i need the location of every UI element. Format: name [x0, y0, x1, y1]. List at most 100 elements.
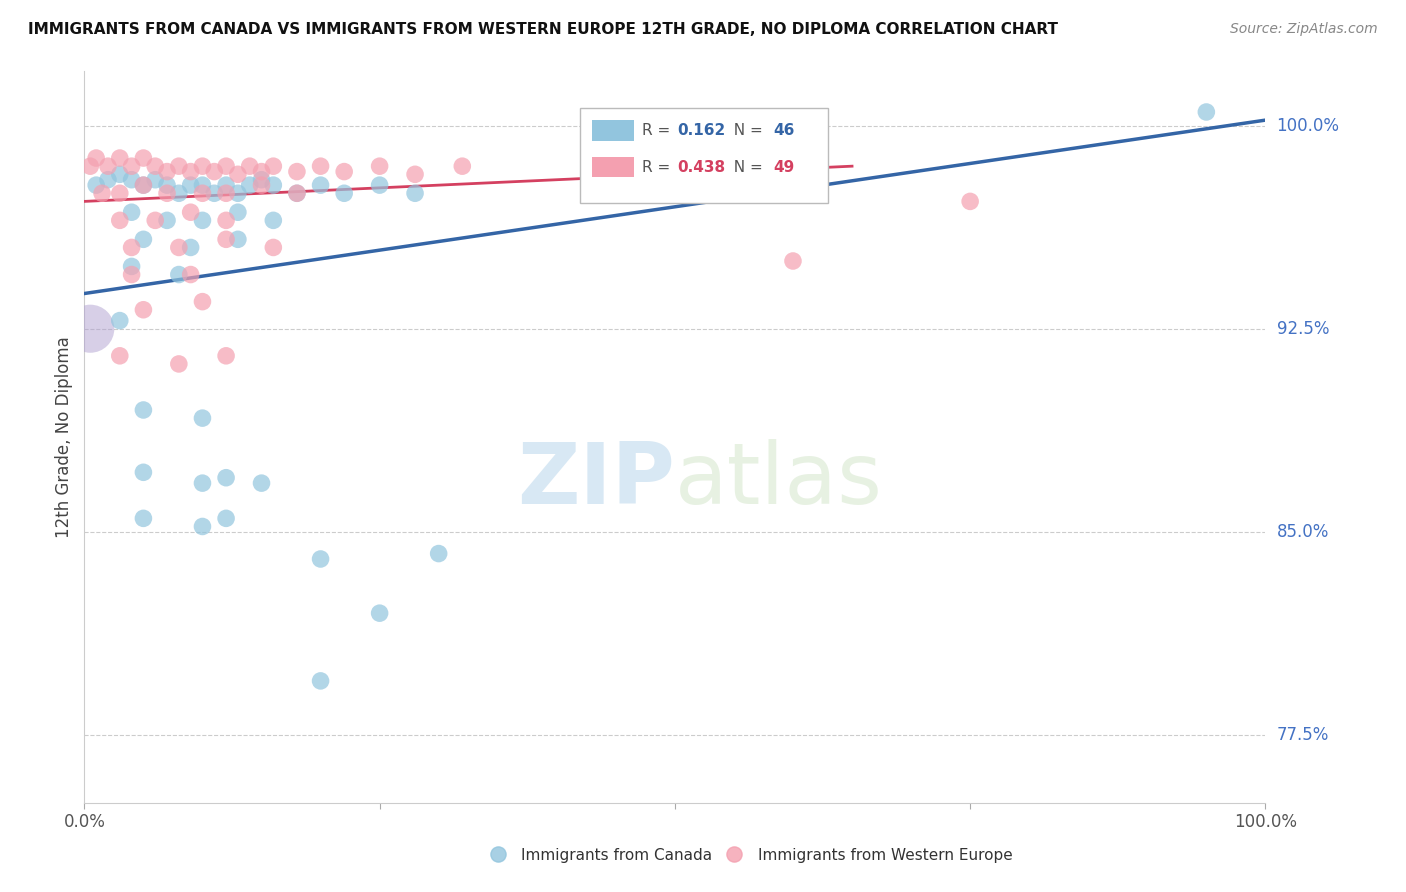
Point	[143, 213, 166, 227]
Y-axis label: 12th Grade, No Diploma: 12th Grade, No Diploma	[55, 336, 73, 538]
FancyBboxPatch shape	[581, 108, 828, 203]
Point	[97, 159, 120, 173]
Point	[167, 268, 190, 282]
Point	[180, 205, 202, 219]
Text: 46: 46	[773, 123, 794, 138]
Point	[215, 213, 238, 227]
FancyBboxPatch shape	[592, 157, 634, 178]
Point	[167, 159, 190, 173]
Point	[132, 511, 155, 525]
Point	[132, 403, 155, 417]
Point	[132, 302, 155, 317]
Text: N =: N =	[724, 160, 768, 175]
Point	[132, 232, 155, 246]
Point	[191, 178, 214, 193]
Point	[215, 159, 238, 173]
Point	[215, 178, 238, 193]
Point	[108, 313, 131, 327]
Point	[143, 172, 166, 186]
Point	[250, 476, 273, 491]
Point	[79, 159, 101, 173]
Text: 77.5%: 77.5%	[1277, 726, 1329, 744]
Text: Immigrants from Canada: Immigrants from Canada	[522, 848, 713, 863]
Point	[333, 186, 356, 201]
Point	[215, 186, 238, 201]
Point	[167, 357, 190, 371]
Point	[108, 167, 131, 181]
Point	[368, 178, 391, 193]
Point	[121, 260, 143, 274]
Text: R =: R =	[641, 123, 675, 138]
Text: Source: ZipAtlas.com: Source: ZipAtlas.com	[1230, 22, 1378, 37]
Point	[156, 164, 179, 178]
Point	[156, 186, 179, 201]
Point	[180, 164, 202, 178]
Point	[215, 349, 238, 363]
Point	[202, 186, 225, 201]
Point	[226, 205, 249, 219]
Point	[285, 186, 308, 201]
Point	[309, 159, 332, 173]
Point	[226, 167, 249, 181]
Text: ZIP: ZIP	[517, 440, 675, 523]
Point	[91, 186, 114, 201]
Point	[250, 164, 273, 178]
Point	[121, 205, 143, 219]
Text: 85.0%: 85.0%	[1277, 523, 1329, 541]
Point	[121, 240, 143, 254]
Point	[451, 159, 474, 173]
Point	[167, 186, 190, 201]
Text: 100.0%: 100.0%	[1277, 117, 1340, 135]
Point	[191, 159, 214, 173]
Point	[132, 151, 155, 165]
Point	[959, 194, 981, 209]
Point	[202, 164, 225, 178]
Text: 0.162: 0.162	[678, 123, 725, 138]
Point	[156, 178, 179, 193]
Point	[262, 240, 284, 254]
Text: 92.5%: 92.5%	[1277, 319, 1329, 338]
Point	[84, 151, 107, 165]
Point	[226, 186, 249, 201]
Point	[97, 172, 120, 186]
Point	[191, 213, 214, 227]
Point	[239, 178, 262, 193]
Point	[285, 186, 308, 201]
FancyBboxPatch shape	[592, 120, 634, 141]
Point	[309, 552, 332, 566]
Point	[782, 254, 804, 268]
Point	[215, 471, 238, 485]
Point	[180, 178, 202, 193]
Point	[79, 322, 101, 336]
Point	[404, 186, 426, 201]
Point	[404, 167, 426, 181]
Text: Immigrants from Western Europe: Immigrants from Western Europe	[758, 848, 1012, 863]
Point	[309, 178, 332, 193]
Point	[191, 186, 214, 201]
Point	[262, 178, 284, 193]
Point	[108, 186, 131, 201]
Point	[191, 294, 214, 309]
Point	[84, 178, 107, 193]
Text: 0.438: 0.438	[678, 160, 725, 175]
Point	[121, 268, 143, 282]
Point	[250, 178, 273, 193]
Point	[215, 511, 238, 525]
Point	[309, 673, 332, 688]
Text: IMMIGRANTS FROM CANADA VS IMMIGRANTS FROM WESTERN EUROPE 12TH GRADE, NO DIPLOMA : IMMIGRANTS FROM CANADA VS IMMIGRANTS FRO…	[28, 22, 1059, 37]
Point	[132, 178, 155, 193]
Text: 49: 49	[773, 160, 794, 175]
Point	[108, 213, 131, 227]
Point	[121, 159, 143, 173]
Point	[132, 465, 155, 479]
Point	[156, 213, 179, 227]
Point	[262, 213, 284, 227]
Point	[143, 159, 166, 173]
Text: R =: R =	[641, 160, 675, 175]
Point	[180, 240, 202, 254]
Point	[132, 178, 155, 193]
Text: N =: N =	[724, 123, 768, 138]
Point	[191, 476, 214, 491]
Point	[108, 151, 131, 165]
Point	[368, 606, 391, 620]
